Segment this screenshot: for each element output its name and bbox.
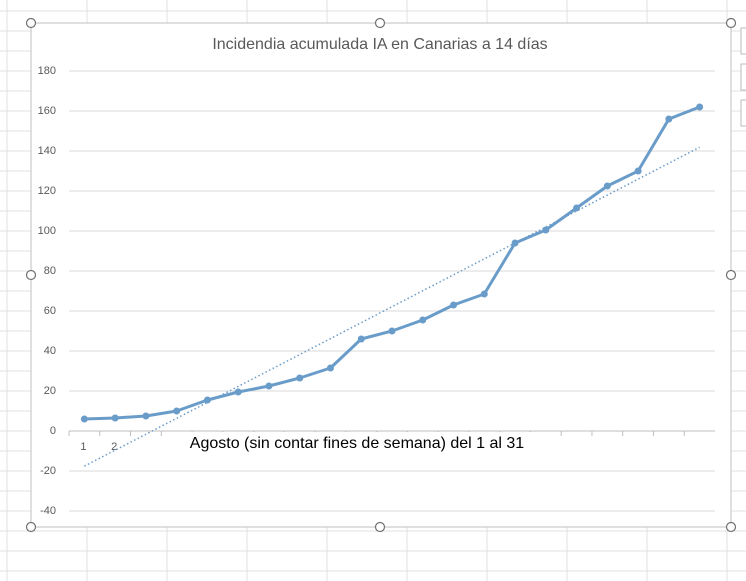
- trendline: [84, 146, 700, 467]
- x-tick-label: 2: [111, 441, 117, 453]
- y-tick-label: -20: [40, 465, 56, 477]
- side-button[interactable]: [740, 63, 746, 91]
- data-point: [419, 316, 427, 324]
- data-point: [296, 374, 304, 382]
- resize-handle[interactable]: [25, 269, 37, 281]
- resize-handle[interactable]: [25, 17, 37, 29]
- x-tick-label: 1: [80, 441, 86, 453]
- data-point: [173, 407, 181, 415]
- data-point: [511, 239, 519, 247]
- y-tick-label: 0: [50, 425, 56, 437]
- data-point: [203, 396, 211, 404]
- data-point: [665, 115, 673, 123]
- resize-handle[interactable]: [725, 269, 737, 281]
- data-point: [142, 412, 150, 420]
- resize-handle[interactable]: [374, 521, 386, 533]
- data-point: [542, 226, 550, 234]
- data-point: [573, 204, 581, 212]
- y-tick-label: 20: [44, 385, 56, 397]
- resize-handle[interactable]: [725, 17, 737, 29]
- data-point: [234, 388, 242, 396]
- y-tick-label: 40: [44, 345, 56, 357]
- y-tick-label: -40: [40, 505, 56, 517]
- resize-handle[interactable]: [25, 521, 37, 533]
- y-tick-label: 180: [38, 65, 56, 77]
- axis-title-box: [172, 432, 542, 456]
- data-point: [696, 103, 704, 111]
- y-tick-label: 160: [38, 105, 56, 117]
- data-point: [634, 167, 642, 175]
- data-point: [603, 182, 611, 190]
- y-tick-label: 120: [38, 185, 56, 197]
- y-tick-label: 100: [38, 225, 56, 237]
- data-point: [265, 382, 273, 390]
- y-tick-label: 60: [44, 305, 56, 317]
- data-point: [388, 327, 396, 335]
- data-point: [326, 364, 334, 372]
- y-tick-label: 80: [44, 265, 56, 277]
- data-point: [80, 415, 88, 423]
- y-tick-label: 140: [38, 145, 56, 157]
- resize-handle[interactable]: [374, 17, 386, 29]
- resize-handle[interactable]: [725, 521, 737, 533]
- side-button[interactable]: [740, 99, 746, 127]
- side-button[interactable]: [740, 27, 746, 55]
- data-point: [357, 335, 365, 343]
- chart-title: Incidendia acumulada IA en Canarias a 14…: [212, 36, 547, 53]
- data-point: [480, 290, 488, 298]
- data-point: [450, 301, 458, 309]
- data-point: [111, 414, 119, 422]
- x-axis-title: Agosto (sin contar fines de semana) del …: [190, 435, 525, 452]
